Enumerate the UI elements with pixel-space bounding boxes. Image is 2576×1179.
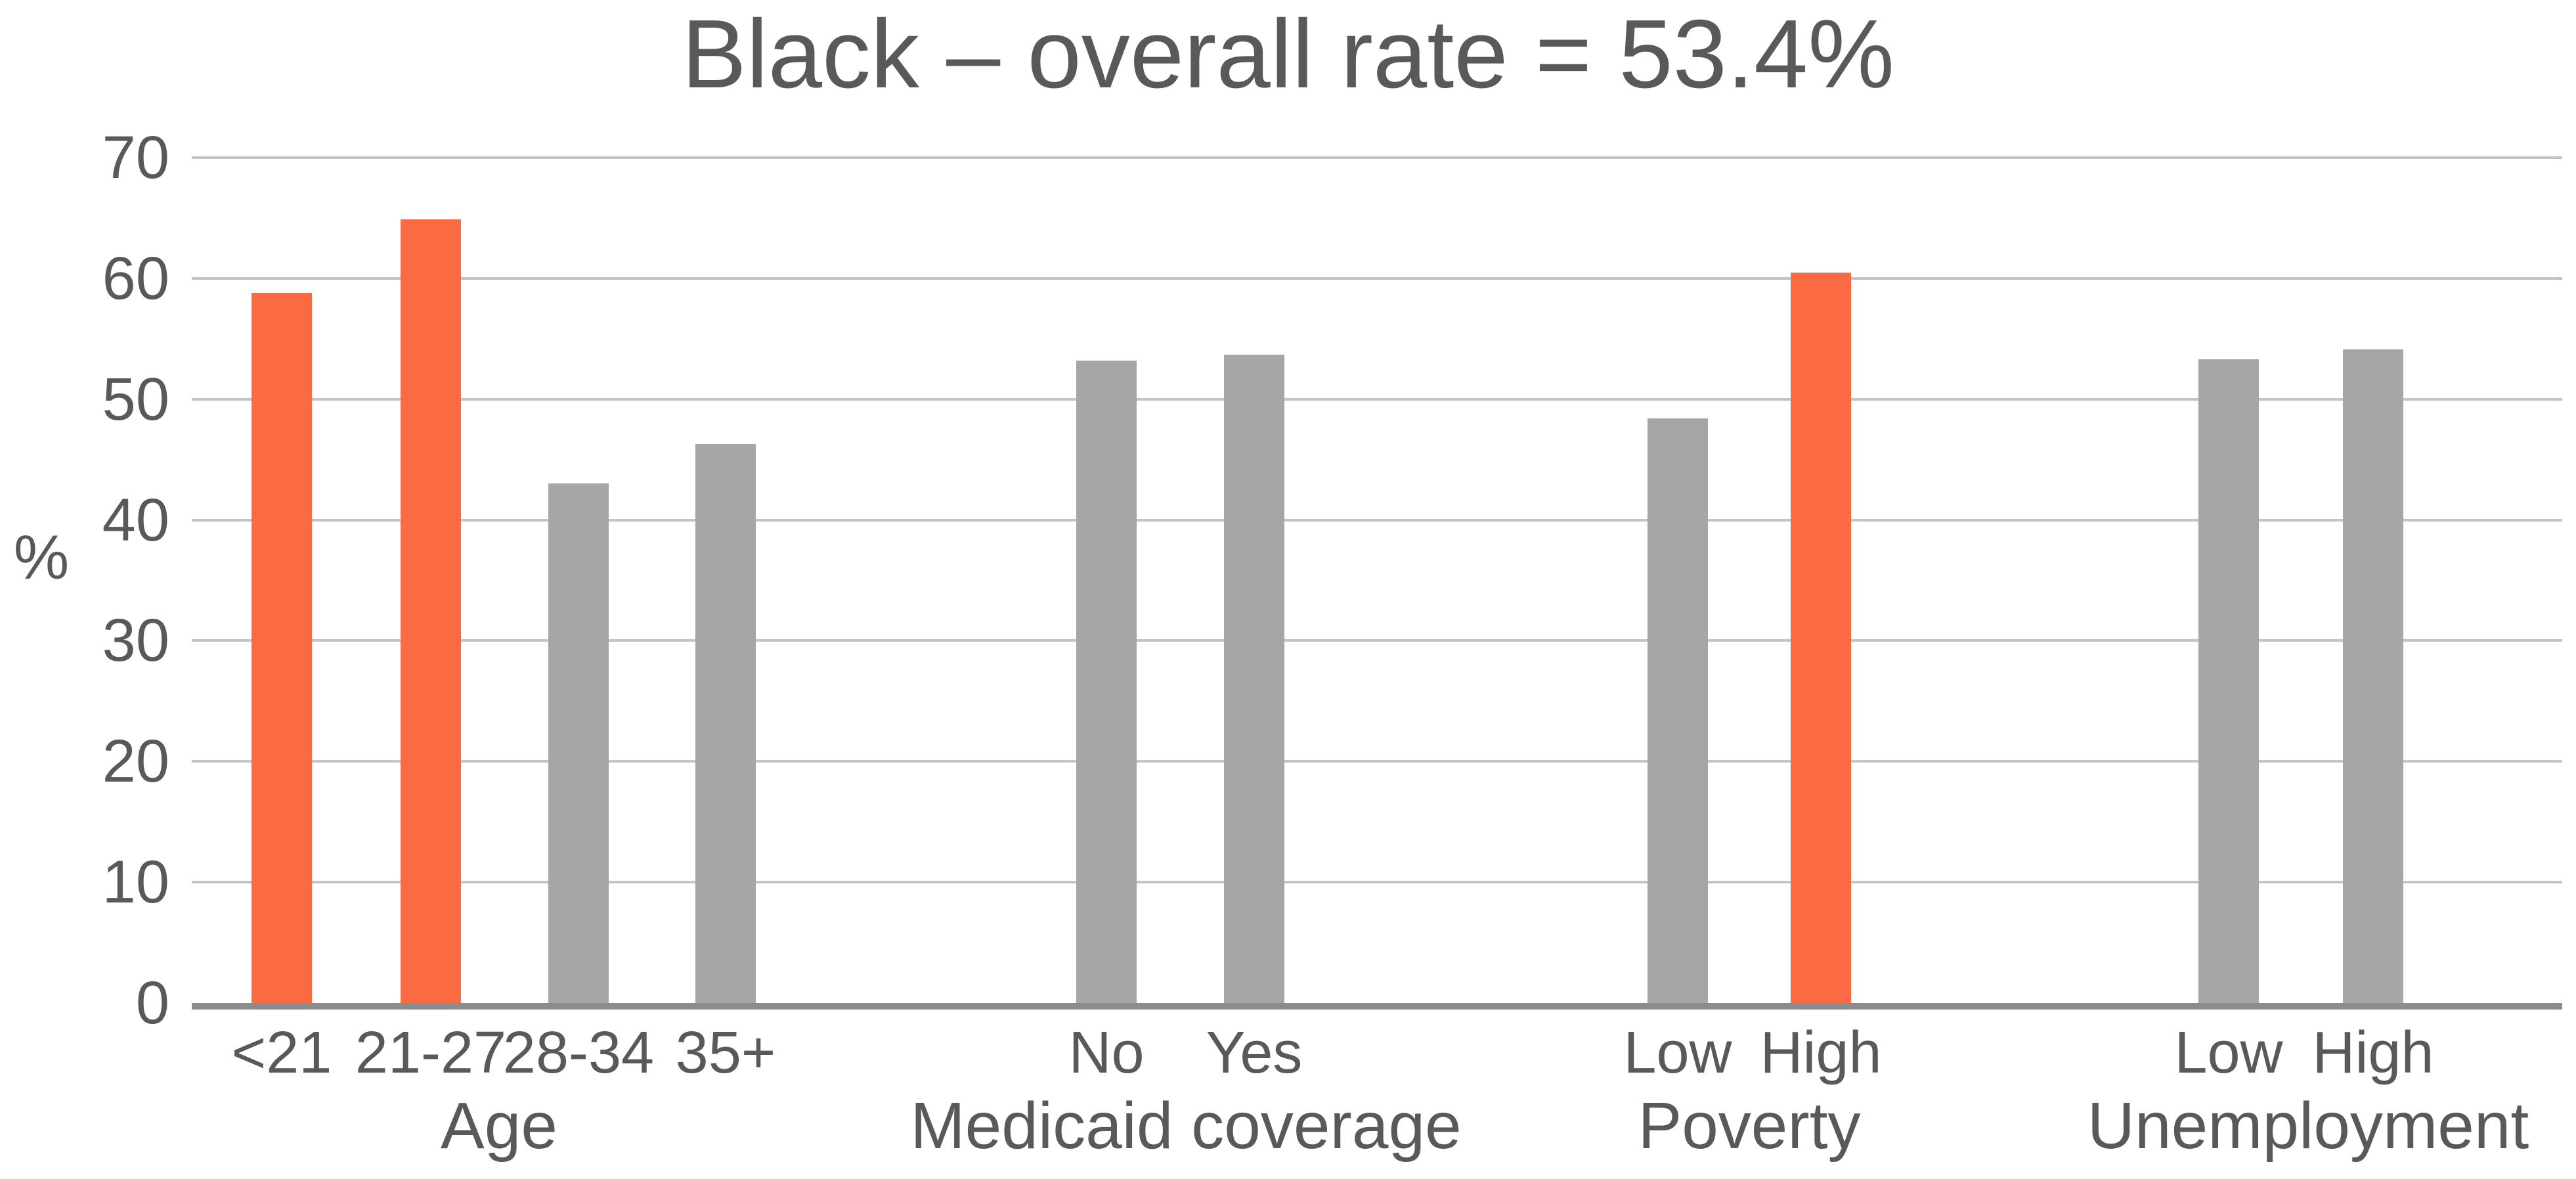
category-tick-label: No <box>1068 1020 1145 1086</box>
gridline-30 <box>192 639 2562 642</box>
category-tick-label: Yes <box>1206 1020 1303 1086</box>
bar-<21-0 <box>251 292 312 1003</box>
group-label-medicaid-coverage: Medicaid coverage <box>910 1089 1462 1163</box>
bar-28-34-0 <box>548 483 609 1003</box>
group-label-age: Age <box>441 1089 557 1163</box>
y-tick-label-0: 0 <box>135 969 169 1036</box>
group-label-unemployment: Unemployment <box>2087 1089 2529 1163</box>
gridline-40 <box>192 518 2562 522</box>
x-axis-line <box>192 1003 2562 1010</box>
bar-high-3 <box>2343 349 2403 1003</box>
category-tick-label: High <box>2312 1020 2434 1086</box>
bar-low-2 <box>1648 418 1708 1003</box>
y-tick-label-70: 70 <box>102 124 169 191</box>
y-tick-label-10: 10 <box>102 849 169 916</box>
gridline-70 <box>192 156 2562 159</box>
y-tick-label-20: 20 <box>102 728 169 795</box>
group-label-poverty: Poverty <box>1638 1089 1861 1163</box>
y-tick-label-50: 50 <box>102 365 169 433</box>
bar-yes-1 <box>1224 354 1284 1003</box>
bar-no-1 <box>1076 360 1137 1003</box>
y-tick-label-40: 40 <box>102 486 169 554</box>
y-axis-title: % <box>13 523 70 592</box>
gridline-60 <box>192 277 2562 280</box>
category-tick-label: 28-34 <box>502 1020 655 1086</box>
gridline-20 <box>192 760 2562 763</box>
category-tick-label: 21-27 <box>355 1020 507 1086</box>
category-tick-label: <21 <box>231 1020 332 1086</box>
gridline-10 <box>192 881 2562 884</box>
category-tick-label: 35+ <box>675 1020 776 1086</box>
category-tick-label: High <box>1760 1020 1882 1086</box>
bar-high-2 <box>1791 272 1851 1003</box>
gridline-50 <box>192 397 2562 401</box>
bar-21-27-0 <box>401 219 461 1003</box>
category-tick-label: Low <box>1623 1020 1732 1086</box>
y-tick-label-30: 30 <box>102 607 169 675</box>
bar-35+-0 <box>695 443 756 1003</box>
bar-low-3 <box>2198 359 2259 1003</box>
y-tick-label-60: 60 <box>102 244 169 312</box>
category-tick-label: Low <box>2174 1020 2283 1086</box>
chart-title: Black – overall rate = 53.4% <box>682 0 1894 108</box>
